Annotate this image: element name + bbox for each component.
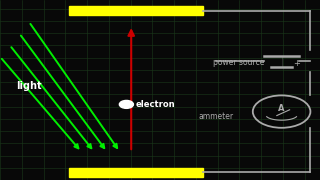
Bar	[69, 168, 203, 177]
Circle shape	[119, 100, 133, 108]
Bar	[69, 6, 203, 15]
Text: ammeter: ammeter	[198, 112, 234, 121]
Text: A: A	[278, 103, 285, 112]
Text: +: +	[293, 59, 300, 68]
Text: electron: electron	[136, 100, 176, 109]
Text: light: light	[16, 81, 42, 91]
Text: power source: power source	[213, 58, 264, 67]
